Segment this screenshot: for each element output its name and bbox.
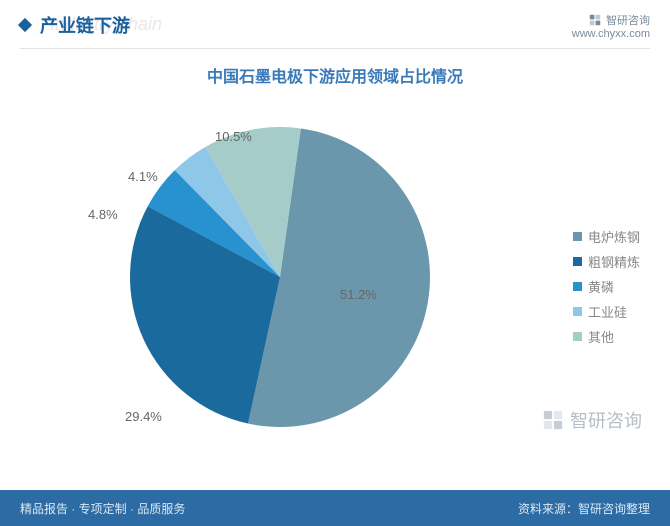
legend-swatch-icon bbox=[573, 332, 582, 341]
legend-swatch-icon bbox=[573, 257, 582, 266]
watermark-bottom-right: 智研咨询 bbox=[542, 407, 642, 433]
header-divider bbox=[20, 48, 650, 49]
legend-label: 其他 bbox=[588, 327, 614, 346]
diamond-icon bbox=[18, 18, 32, 32]
watermark-br-logo-icon bbox=[542, 409, 564, 431]
slice-label: 10.5% bbox=[215, 129, 252, 144]
slice-label: 4.1% bbox=[128, 169, 158, 184]
slice-label: 29.4% bbox=[125, 409, 162, 424]
legend-item: 粗钢精炼 bbox=[573, 252, 640, 271]
brand-name: 智研咨询 bbox=[606, 12, 650, 28]
chart-title: 中国石墨电极下游应用领域占比情况 bbox=[0, 63, 670, 87]
chart-area: 智研咨询 51.2% 29.4% 4.8% 4.1% 10.5% 电炉炼钢粗钢精炼黄磷工… bbox=[0, 97, 670, 477]
legend: 电炉炼钢粗钢精炼黄磷工业硅其他 bbox=[573, 227, 640, 352]
legend-label: 粗钢精炼 bbox=[588, 252, 640, 271]
brand-row: 智研咨询 bbox=[572, 12, 650, 28]
header-left: 产业链下游 bbox=[20, 12, 130, 38]
legend-swatch-icon bbox=[573, 307, 582, 316]
legend-label: 工业硅 bbox=[588, 302, 627, 321]
footer-right: 资料来源：智研咨询整理 bbox=[518, 500, 650, 517]
legend-swatch-icon bbox=[573, 232, 582, 241]
slice-label: 51.2% bbox=[340, 287, 377, 302]
slice-label: 4.8% bbox=[88, 207, 118, 222]
brand-logo-icon bbox=[588, 13, 602, 27]
header: 产业链下游 智研咨询 www.chyxx.com bbox=[0, 0, 670, 48]
legend-item: 电炉炼钢 bbox=[573, 227, 640, 246]
watermark-br-text: 智研咨询 bbox=[570, 407, 642, 433]
footer: 精品报告 · 专项定制 · 品质服务 资料来源：智研咨询整理 bbox=[0, 490, 670, 526]
legend-label: 电炉炼钢 bbox=[588, 227, 640, 246]
legend-item: 其他 bbox=[573, 327, 640, 346]
pie-chart bbox=[130, 127, 430, 432]
legend-item: 黄磷 bbox=[573, 277, 640, 296]
header-title: 产业链下游 bbox=[40, 12, 130, 38]
legend-item: 工业硅 bbox=[573, 302, 640, 321]
brand-url: www.chyxx.com bbox=[572, 28, 650, 40]
header-right: 智研咨询 www.chyxx.com bbox=[572, 12, 650, 40]
legend-label: 黄磷 bbox=[588, 277, 614, 296]
legend-swatch-icon bbox=[573, 282, 582, 291]
footer-left: 精品报告 · 专项定制 · 品质服务 bbox=[20, 500, 185, 517]
